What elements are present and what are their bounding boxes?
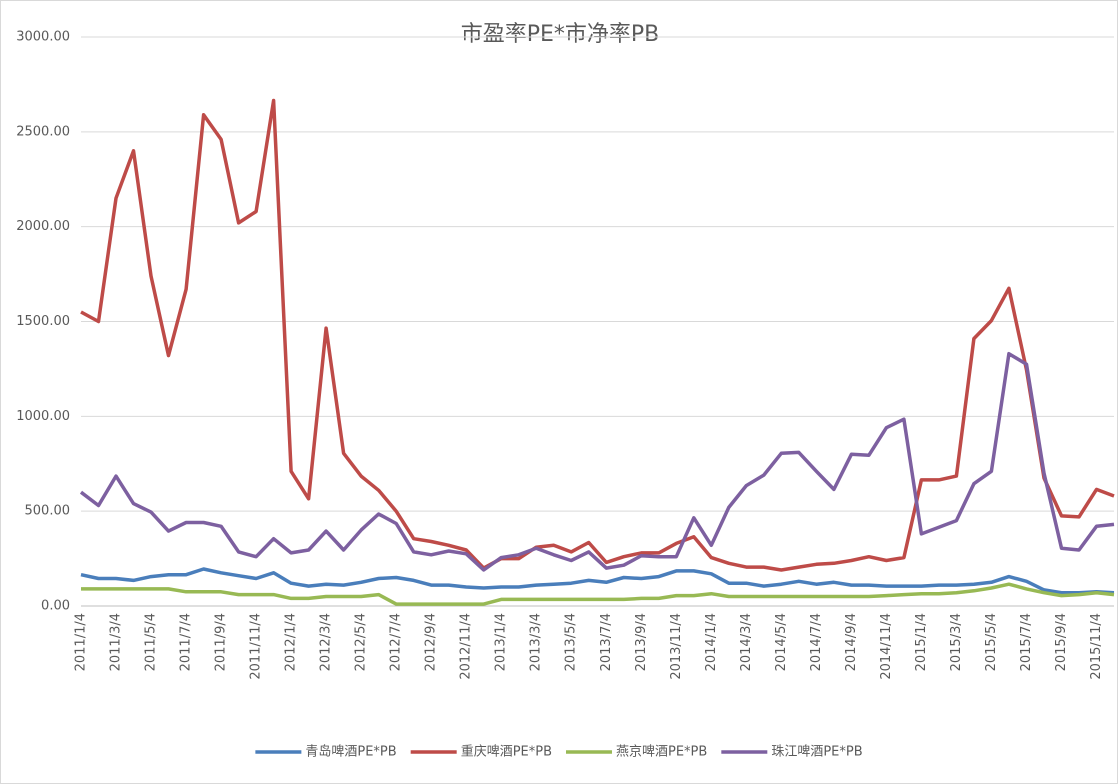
x-tick-label: 2013/11/4 <box>669 613 684 680</box>
x-tick-label: 2012/11/4 <box>459 613 474 680</box>
x-tick-label: 2013/5/4 <box>564 613 579 671</box>
series-line <box>80 98 1115 572</box>
x-tick-label: 2014/3/4 <box>739 613 754 671</box>
x-tick-label: 2013/7/4 <box>599 613 614 671</box>
y-tick-label: 2500.00 <box>16 124 70 139</box>
x-tick-label: 2012/9/4 <box>424 613 439 671</box>
x-tick-label: 2011/5/4 <box>144 613 159 671</box>
x-tick-label: 2014/9/4 <box>844 613 859 671</box>
y-tick-label: 500.00 <box>25 504 71 519</box>
legend-label: 珠江啤酒PE*PB <box>771 745 862 760</box>
x-tick-label: 2012/5/4 <box>354 613 369 671</box>
x-tick-label: 2011/7/4 <box>179 613 194 671</box>
series-line <box>80 567 1115 595</box>
x-tick-label: 2014/1/4 <box>704 613 719 671</box>
x-tick-label: 2015/9/4 <box>1054 613 1069 671</box>
y-tick-label: 0.00 <box>41 599 70 614</box>
x-tick-label: 2013/3/4 <box>529 613 544 671</box>
x-tick-label: 2015/3/4 <box>949 613 964 671</box>
x-tick-label: 2014/11/4 <box>879 613 894 680</box>
x-tick-label: 2012/3/4 <box>319 613 334 671</box>
legend-label: 重庆啤酒PE*PB <box>461 744 552 760</box>
x-tick-label: 2014/5/4 <box>774 613 789 671</box>
y-tick-label: 1000.00 <box>16 409 70 424</box>
x-tick-label: 2015/11/4 <box>1089 613 1104 680</box>
series-line <box>81 582 1115 606</box>
x-tick-label: 2011/9/4 <box>214 613 229 671</box>
chart-title: 市盈率PE*市净率PB <box>461 22 660 47</box>
x-tick-label: 2013/9/4 <box>634 613 649 671</box>
x-tick-label: 2014/7/4 <box>809 613 824 671</box>
x-tick-label: 2013/1/4 <box>494 613 509 671</box>
x-tick-label: 2015/5/4 <box>984 613 999 671</box>
series-line <box>79 351 1115 572</box>
x-tick-label: 2012/7/4 <box>389 613 404 671</box>
legend: 青岛啤酒PE*PB 重庆啤酒PE*PB 燕京啤酒PE*PB 珠江啤酒PE*PB <box>255 744 863 760</box>
x-tick-label: 2015/1/4 <box>914 613 929 671</box>
y-tick-label: 1500.00 <box>16 314 70 329</box>
y-tick-label: 3000.00 <box>16 30 70 45</box>
legend-label: 燕京啤酒PE*PB <box>616 745 707 760</box>
x-tick-label: 2011/1/4 <box>74 613 89 671</box>
legend-label: 青岛啤酒PE*PB <box>305 744 396 760</box>
x-tick-label: 2015/7/4 <box>1019 613 1034 671</box>
x-tick-label: 2011/11/4 <box>249 613 264 680</box>
y-tick-label: 2000.00 <box>16 219 70 234</box>
x-tick-label: 2011/3/4 <box>109 613 124 671</box>
x-tick-label: 2012/1/4 <box>284 613 299 671</box>
